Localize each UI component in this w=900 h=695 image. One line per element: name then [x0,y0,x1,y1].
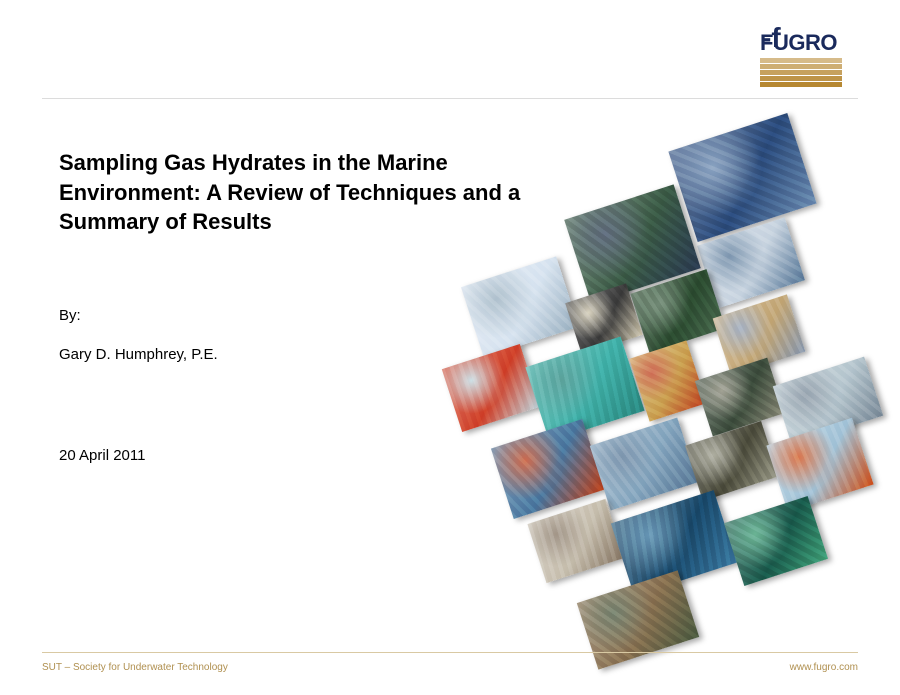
logo-bars-icon [760,58,842,88]
author-name: Gary D. Humphrey, P.E. [59,346,218,363]
slide: -f FUGRO Sampling Gas Hydrates in the Ma… [0,0,900,695]
collage-tile [525,336,644,441]
footer-rule [42,652,858,653]
collage-tile [527,499,624,583]
image-collage [420,110,880,620]
logo-text: FUGRO [760,30,837,56]
fugro-logo: -f FUGRO [760,30,842,84]
collage-tile [442,344,540,432]
collage-tile [668,113,816,242]
collage-tile [590,417,699,510]
collage-tile [577,570,699,669]
footer-right: www.fugro.com [790,662,858,673]
collage-tile [766,418,873,512]
byline-label: By: [59,307,81,324]
presentation-date: 20 April 2011 [59,447,145,464]
collage-tile [685,421,779,501]
header-rule [42,98,858,99]
collage-tile [695,358,785,437]
logo-label: FUGRO [760,30,837,56]
footer-left: SUT – Society for Underwater Technology [42,662,228,673]
collage-tile [724,496,828,586]
collage-tile [461,256,579,357]
